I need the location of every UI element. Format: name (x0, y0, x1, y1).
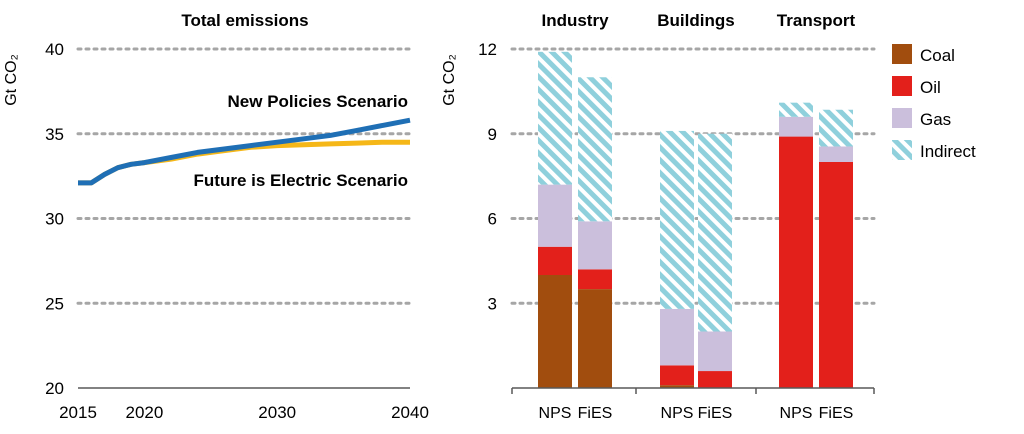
bar-category-label: NPS (661, 405, 694, 422)
bar-segment-oil (538, 246, 572, 275)
bar-category-label: FiES (578, 405, 613, 422)
legend-label: Indirect (920, 142, 976, 161)
group-titles: Industry Buildings Transport (541, 11, 855, 30)
left-x-tick-label: 2020 (125, 403, 163, 422)
bar-segment-oil (578, 269, 612, 290)
series-label-future-electric: Future is Electric Scenario (194, 171, 408, 190)
bar-segment-indirect (578, 77, 612, 222)
left-y-axis-label: Gt CO₂ (3, 54, 20, 106)
left-y-tick-label: 30 (45, 210, 64, 229)
right-y-axis-label: Gt CO₂ (441, 54, 458, 106)
bar-segment-oil (819, 162, 853, 388)
legend-swatch-coal (892, 44, 912, 64)
left-y-tick-label: 20 (45, 379, 64, 398)
bar-segment-indirect (660, 130, 694, 309)
left-x-tick-label: 2040 (391, 403, 429, 422)
right-y-tick-label: 6 (488, 210, 497, 229)
bar-segment-indirect (698, 133, 732, 332)
left-x-tick-label: 2030 (258, 403, 296, 422)
bar-segment-coal (660, 385, 694, 388)
left-y-tick-label: 35 (45, 125, 64, 144)
legend-label: Gas (920, 110, 951, 129)
bar-segment-gas (819, 146, 853, 162)
bar-category-label: FiES (698, 405, 733, 422)
legend-label: Oil (920, 78, 941, 97)
bar-category-label: FiES (819, 405, 854, 422)
left-y-tick-labels: 20 25 30 35 40 (45, 40, 64, 398)
bar-segment-oil (698, 371, 732, 388)
bar-segment-indirect (779, 102, 813, 117)
bar-segment-gas (698, 331, 732, 372)
left-series-lines (78, 117, 411, 186)
left-x-tick-labels: 2015 2020 2030 2040 (59, 403, 429, 422)
right-y-tick-label: 12 (478, 40, 497, 59)
left-y-tick-label: 25 (45, 294, 64, 313)
group-title: Industry (541, 11, 609, 30)
right-y-tick-label: 3 (488, 294, 497, 313)
legend-swatch-gas (892, 108, 912, 128)
legend-swatch-oil (892, 76, 912, 96)
bar-category-labels: NPS FiES NPS FiES NPS FiES (539, 405, 854, 422)
bar-category-label: NPS (780, 405, 813, 422)
series-line-new-policies (78, 117, 411, 186)
right-x-axis (511, 387, 875, 394)
bar-segment-gas (578, 221, 612, 270)
left-y-tick-label: 40 (45, 40, 64, 59)
series-label-new-policies: New Policies Scenario (228, 92, 408, 111)
bar-category-label: NPS (539, 405, 572, 422)
right-y-tick-label: 9 (488, 125, 497, 144)
bar-segment-gas (660, 308, 694, 366)
right-gridlines (510, 47, 876, 305)
left-x-tick-label: 2015 (59, 403, 97, 422)
bar-segment-indirect (819, 109, 853, 147)
legend-swatch-indirect (892, 140, 912, 160)
legend-label: Coal (920, 46, 955, 65)
bar-segment-gas (779, 116, 813, 137)
bar-segment-indirect (538, 51, 572, 185)
left-chart-title: Total emissions (181, 11, 308, 30)
left-gridlines (76, 47, 412, 305)
group-title: Transport (777, 11, 856, 30)
legend: Coal Oil Gas Indirect (892, 44, 976, 161)
bar-segment-gas (538, 184, 572, 247)
bar-segment-oil (660, 365, 694, 386)
stacked-bars (538, 51, 853, 388)
bar-segment-coal (538, 275, 572, 388)
bar-segment-oil (779, 136, 813, 388)
group-title: Buildings (657, 11, 734, 30)
right-y-tick-labels: 3 6 9 12 (478, 40, 497, 313)
bar-segment-coal (578, 289, 612, 388)
